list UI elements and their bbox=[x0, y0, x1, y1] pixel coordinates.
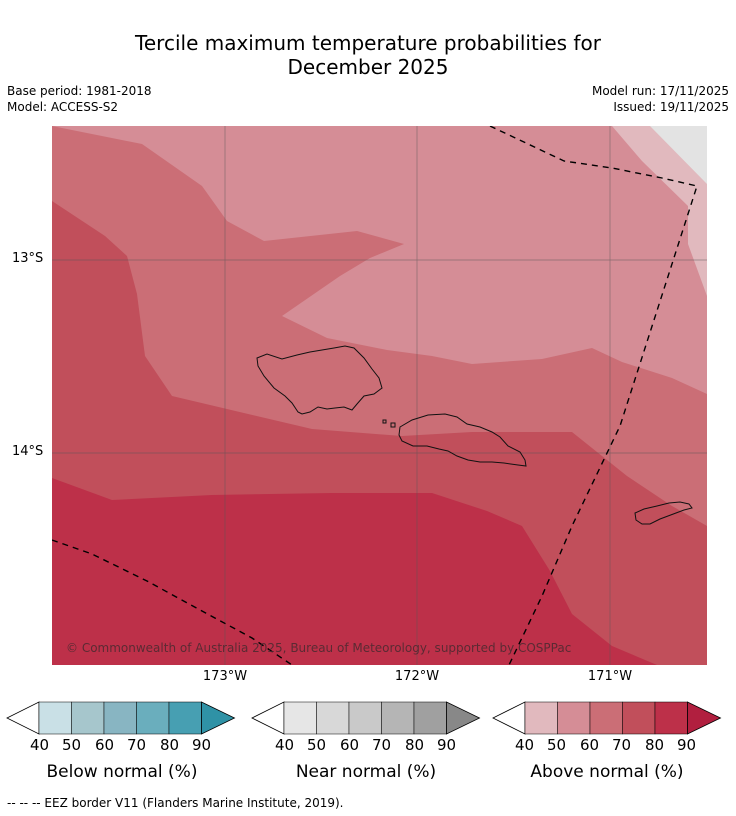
tick-below-60: 60 bbox=[95, 736, 115, 754]
tick-below-40: 40 bbox=[30, 736, 50, 754]
probability-map bbox=[52, 126, 707, 665]
colorbar-below-swatch-4 bbox=[136, 701, 170, 735]
issued-date: Issued: 19/11/2025 bbox=[613, 100, 729, 114]
tick-below-90: 90 bbox=[192, 736, 212, 754]
island-upolu bbox=[398, 413, 527, 467]
lon-label-172w: 172°W bbox=[394, 669, 440, 684]
tick-near-70: 70 bbox=[372, 736, 392, 754]
tick-above-50: 50 bbox=[547, 736, 567, 754]
colorbar-near-under bbox=[251, 701, 285, 735]
lon-label-171w: 171°W bbox=[587, 669, 633, 684]
colorbar-below-under bbox=[6, 701, 40, 735]
colorbar-above-swatch-5 bbox=[654, 701, 688, 735]
colorbar-above-label: Above normal (%) bbox=[530, 762, 684, 782]
colorbar-near-normal bbox=[251, 700, 483, 740]
colorbar-below-normal bbox=[6, 700, 238, 740]
colorbar-below-swatch-3 bbox=[103, 701, 137, 735]
model-run: Model run: 17/11/2025 bbox=[591, 84, 729, 98]
base-period: Base period: 1981-2018 bbox=[7, 84, 152, 98]
colorbar-near-swatch-2 bbox=[316, 701, 350, 735]
colorbar-below-swatch-5 bbox=[168, 701, 202, 735]
eez-line-east bbox=[489, 126, 698, 665]
colorbar-above-swatch-4 bbox=[622, 701, 656, 735]
tick-near-90: 90 bbox=[437, 736, 457, 754]
tick-below-80: 80 bbox=[160, 736, 180, 754]
title-line-1: Tercile maximum temperature probabilitie… bbox=[135, 31, 601, 55]
tick-below-70: 70 bbox=[127, 736, 147, 754]
model-name: Model: ACCESS-S2 bbox=[7, 100, 119, 114]
gridlines bbox=[52, 126, 707, 665]
map-title: Tercile maximum temperature probabilitie… bbox=[0, 31, 736, 79]
tick-near-60: 60 bbox=[340, 736, 360, 754]
tick-above-70: 70 bbox=[612, 736, 632, 754]
colorbar-above-normal bbox=[492, 700, 724, 740]
colorbar-below-swatch-1 bbox=[38, 701, 72, 735]
lon-label-173w: 173°W bbox=[202, 669, 248, 684]
colorbar-below-over bbox=[201, 701, 236, 735]
tick-above-90: 90 bbox=[677, 736, 697, 754]
colorbar-near-label: Near normal (%) bbox=[295, 762, 437, 782]
island-savaii bbox=[256, 345, 383, 415]
island-apolima bbox=[382, 419, 387, 424]
colorbar-below-swatch-2 bbox=[71, 701, 105, 735]
colorbar-above-swatch-2 bbox=[557, 701, 591, 735]
meta-left: Base period: 1981-2018 Model: ACCESS-S2 bbox=[7, 83, 152, 115]
tick-near-50: 50 bbox=[307, 736, 327, 754]
colorbar-near-over bbox=[446, 701, 481, 735]
tick-near-40: 40 bbox=[275, 736, 295, 754]
tick-below-50: 50 bbox=[62, 736, 82, 754]
tick-above-40: 40 bbox=[515, 736, 535, 754]
region-no-data bbox=[650, 126, 707, 184]
tick-near-80: 80 bbox=[405, 736, 425, 754]
eez-footer-note: -- -- -- EEZ border V11 (Flanders Marine… bbox=[7, 796, 344, 810]
colorbar-above-swatches bbox=[492, 701, 722, 735]
island-manono bbox=[390, 422, 396, 428]
colorbar-near-swatch-3 bbox=[348, 701, 382, 735]
copyright-notice: © Commonwealth of Australia 2025, Bureau… bbox=[66, 641, 572, 655]
lat-label-13s: 13°S bbox=[12, 251, 44, 266]
colorbar-above-under bbox=[492, 701, 526, 735]
colorbar-near-swatches bbox=[251, 701, 481, 735]
colorbar-above-swatch-3 bbox=[589, 701, 623, 735]
meta-right: Model run: 17/11/2025 Issued: 19/11/2025 bbox=[592, 83, 729, 115]
colorbar-near-swatch-4 bbox=[381, 701, 415, 735]
colorbar-below-swatches bbox=[6, 701, 236, 735]
tick-above-60: 60 bbox=[580, 736, 600, 754]
tick-above-80: 80 bbox=[645, 736, 665, 754]
colorbar-above-swatch-1 bbox=[524, 701, 558, 735]
eez-line-southwest bbox=[52, 539, 293, 665]
colorbar-below-label: Below normal (%) bbox=[46, 762, 198, 782]
eez-borders bbox=[52, 126, 698, 665]
colorbar-above-over bbox=[687, 701, 722, 735]
title-line-2: December 2025 bbox=[287, 55, 449, 79]
island-tutuila bbox=[634, 501, 693, 525]
colorbar-near-swatch-1 bbox=[283, 701, 317, 735]
lat-label-14s: 14°S bbox=[12, 444, 44, 459]
colorbar-near-swatch-5 bbox=[413, 701, 447, 735]
